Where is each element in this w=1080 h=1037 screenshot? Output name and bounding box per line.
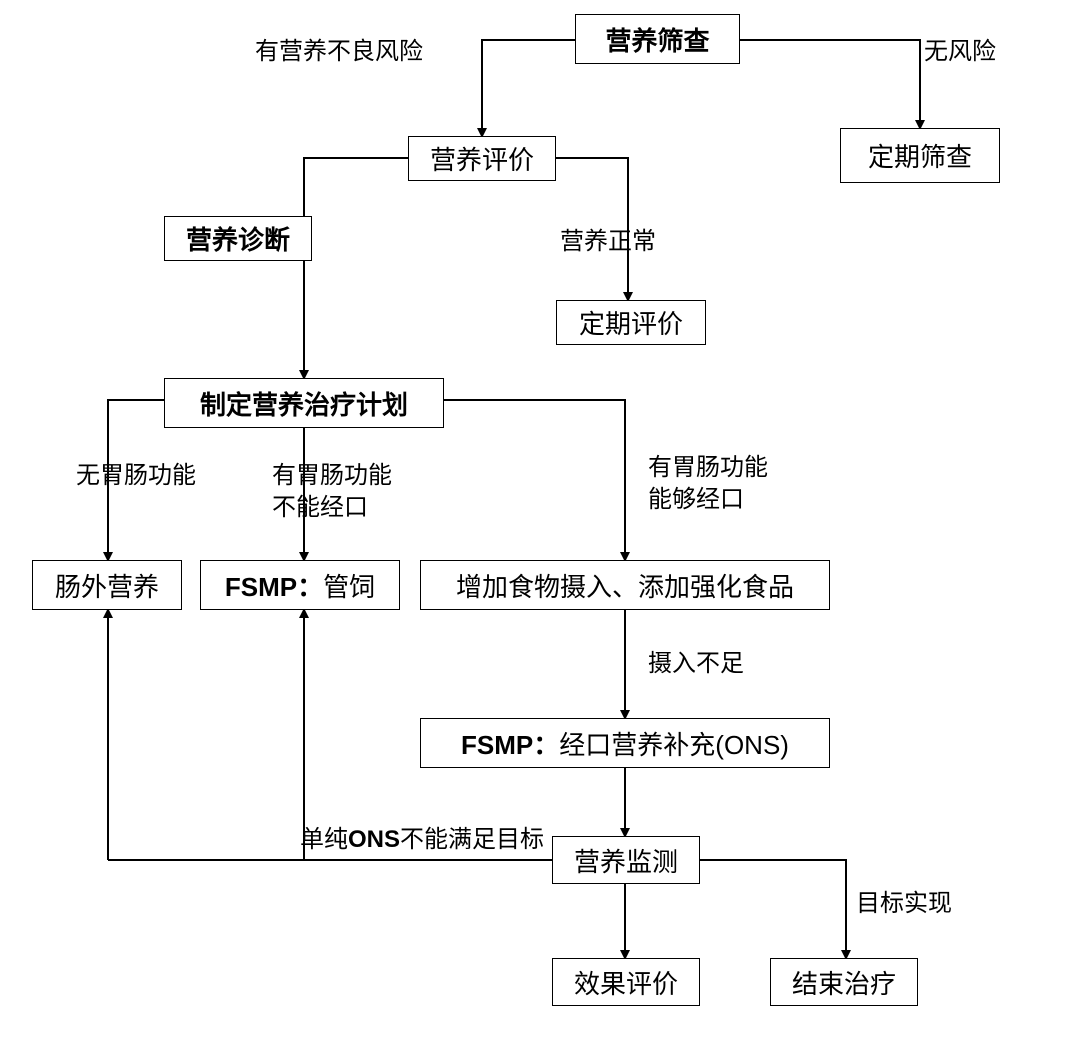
- edge-label-l_goal: 目标实现: [856, 888, 952, 920]
- node-n_monitor-label: 营养监测: [574, 842, 678, 879]
- node-n_effect-label: 效果评价: [574, 964, 678, 1001]
- node-n_ons: FSMP：经口营养补充(ONS): [420, 718, 830, 768]
- edge-label-l_gi_oral-text: 有胃肠功能 能够经口: [648, 454, 768, 513]
- node-n_ons-text: 经口营养补充(ONS): [559, 725, 789, 762]
- node-n_tube-bold: FSMP：: [225, 567, 323, 604]
- edge-label-l_gi_oral: 有胃肠功能 能够经口: [648, 452, 768, 517]
- edge-label-l_gi_no_oral: 有胃肠功能 不能经口: [272, 460, 392, 525]
- node-n_diagnosis: 营养诊断: [164, 216, 312, 261]
- flowchart-canvas: 营养筛查定期筛查营养评价营养诊断定期评价制定营养治疗计划肠外营养FSMP：管饲增…: [0, 0, 1080, 1037]
- edge-label-l_insuff: 摄入不足: [648, 648, 744, 680]
- node-n_parenteral-label: 肠外营养: [55, 567, 159, 604]
- edge-label-l_ons_fail-pre: 单纯: [300, 826, 348, 853]
- edge-label-l_normal-text: 营养正常: [560, 228, 656, 255]
- edge-e1: [482, 40, 575, 136]
- edge-label-l_insuff-text: 摄入不足: [648, 650, 744, 677]
- edge-label-l_ons_fail-post: 不能满足目标: [400, 826, 544, 853]
- node-n_monitor: 营养监测: [552, 836, 700, 884]
- node-n_foodintake: 增加食物摄入、添加强化食品: [420, 560, 830, 610]
- node-n_effect: 效果评价: [552, 958, 700, 1006]
- edge-label-l_ons_fail: 单纯ONS不能满足目标: [300, 824, 544, 856]
- edge-label-l_risk: 有营养不良风险: [255, 36, 423, 68]
- edge-e4: [304, 158, 408, 378]
- edge-label-l_gi_no_oral-text: 有胃肠功能 不能经口: [272, 462, 392, 521]
- node-n_plan: 制定营养治疗计划: [164, 378, 444, 428]
- node-n_diagnosis-label: 营养诊断: [186, 220, 290, 257]
- edge-label-l_nogi: 无胃肠功能: [76, 460, 196, 492]
- node-n_foodintake-label: 增加食物摄入、添加强化食品: [456, 567, 794, 604]
- edge-label-l_goal-text: 目标实现: [856, 890, 952, 917]
- node-n_ons-bold: FSMP：: [461, 725, 559, 762]
- edge-label-l_nogi-text: 无胃肠功能: [76, 462, 196, 489]
- node-n_evaluate: 营养评价: [408, 136, 556, 181]
- node-n_periodic_s: 定期筛查: [840, 128, 1000, 183]
- edge-label-l_risk-text: 有营养不良风险: [255, 38, 423, 65]
- node-n_periodic_s-label: 定期筛查: [868, 137, 972, 174]
- node-n_periodic_e-label: 定期评价: [579, 304, 683, 341]
- node-n_tube-text: 管饲: [323, 567, 375, 604]
- node-n_evaluate-label: 营养评价: [430, 140, 534, 177]
- node-n_tube: FSMP：管饲: [200, 560, 400, 610]
- edge-label-l_norisk: 无风险: [924, 36, 996, 68]
- edge-e11: [700, 860, 846, 958]
- node-n_parenteral: 肠外营养: [32, 560, 182, 610]
- node-n_end-label: 结束治疗: [792, 964, 896, 1001]
- edge-label-l_normal: 营养正常: [560, 226, 656, 258]
- node-n_screening: 营养筛查: [575, 14, 740, 64]
- edge-e2: [740, 40, 920, 128]
- edge-label-l_ons_fail-bold: ONS: [348, 826, 400, 853]
- node-n_periodic_e: 定期评价: [556, 300, 706, 345]
- edge-label-l_norisk-text: 无风险: [924, 38, 996, 65]
- node-n_end: 结束治疗: [770, 958, 918, 1006]
- edge-e5: [444, 400, 625, 560]
- node-n_screening-label: 营养筛查: [605, 21, 709, 58]
- node-n_plan-label: 制定营养治疗计划: [200, 385, 408, 422]
